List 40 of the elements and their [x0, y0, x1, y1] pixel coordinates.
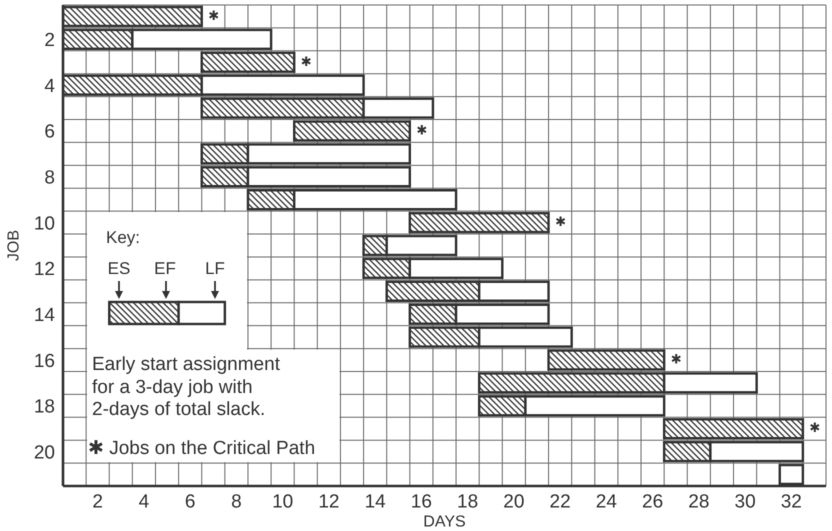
x-tick-label: 16: [410, 491, 432, 512]
y-axis-title: JOB: [6, 230, 22, 262]
annotation: ES: [106, 259, 132, 279]
data-label: ✱: [670, 352, 682, 368]
x-tick-label: 12: [318, 491, 340, 512]
x-tick-label: 10: [272, 491, 294, 512]
x-tick-label: 14: [364, 491, 386, 512]
y-tick-label: 6: [44, 122, 55, 143]
x-tick-label: 18: [457, 491, 478, 512]
x-tick-label: 22: [550, 491, 571, 512]
x-tick-label: 2: [92, 491, 103, 512]
annotation: LF: [204, 259, 226, 279]
y-tick-label: 4: [44, 76, 56, 97]
x-tick-label: 30: [734, 491, 756, 512]
data-label: ✱: [208, 8, 220, 24]
x-axis-title: DAYS: [423, 514, 466, 530]
y-tick-label: 12: [34, 259, 55, 280]
x-tick-label: 32: [780, 491, 802, 512]
data-label: ✱: [416, 123, 428, 138]
y-tick-label: 16: [34, 350, 55, 372]
data-label: ✱: [300, 54, 312, 70]
x-tick-label: 26: [642, 491, 664, 512]
x-tick-label: 20: [503, 491, 524, 512]
y-tick-label: 14: [34, 304, 56, 326]
x-tick-label: 24: [596, 491, 618, 512]
x-tick-label: 28: [688, 491, 710, 512]
text: Early start assignment for a 3-day job with 2-days of total slack.: [92, 354, 280, 420]
x-tick-label: 6: [184, 491, 196, 512]
y-tick-label: 20: [34, 442, 55, 464]
data-label: ✱: [809, 421, 820, 436]
y-tick-label: 8: [44, 168, 55, 189]
x-tick-label: 4: [138, 491, 150, 512]
y-tick-label: 18: [34, 396, 55, 418]
x-tick-label: 8: [231, 491, 242, 512]
annotation: EF: [153, 259, 177, 279]
annotation: Key:: [106, 228, 140, 248]
y-tick-label: 10: [34, 213, 55, 234]
data-label: ✱: [555, 215, 566, 230]
y-tick-label: 2: [44, 30, 55, 52]
annotation: ✱ Jobs on the Critical Path: [88, 438, 316, 460]
